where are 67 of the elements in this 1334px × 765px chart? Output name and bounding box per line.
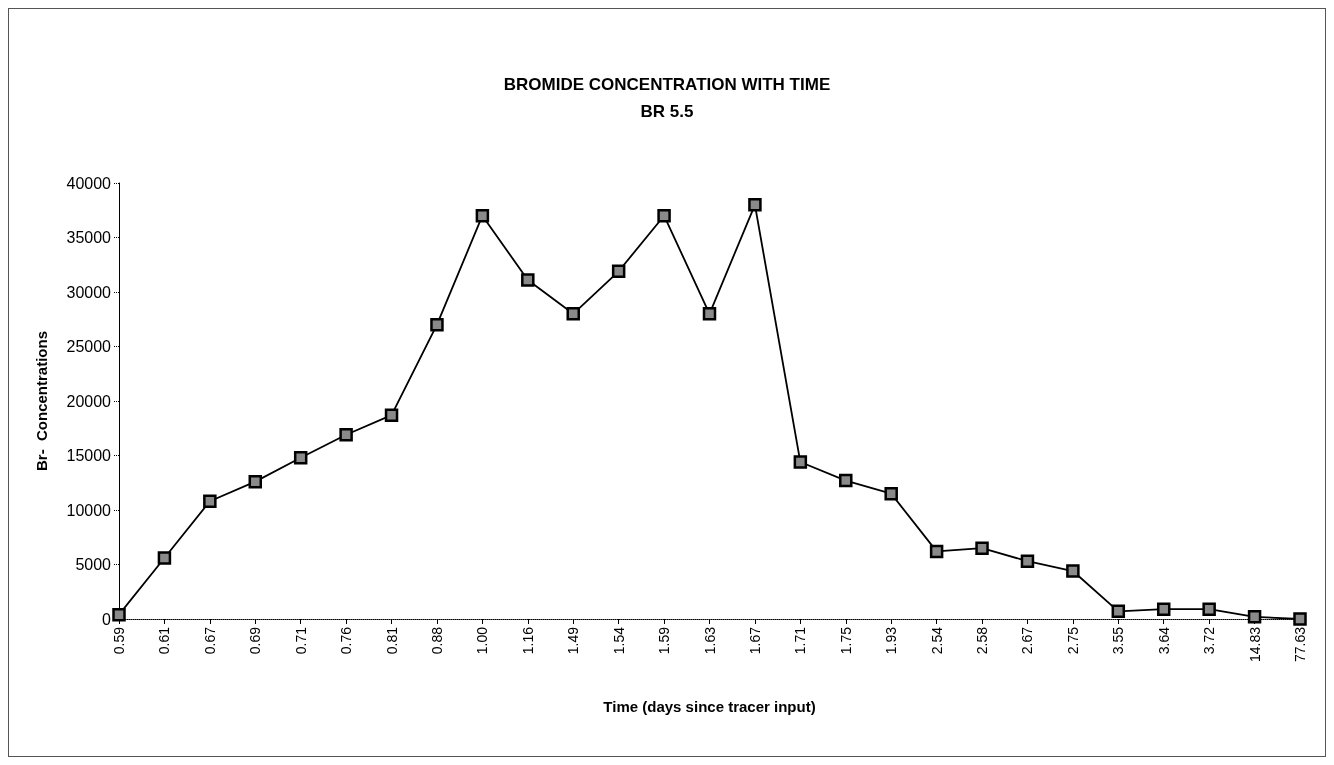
y-tick-label: 10000 (66, 501, 112, 519)
point (112, 607, 126, 622)
point (702, 307, 717, 321)
x-tick-label: 0.61 (156, 626, 173, 655)
x-tick-label: 0.71 (292, 626, 309, 655)
x-tick-label: 0.69 (247, 626, 264, 655)
point (884, 486, 898, 501)
point (203, 494, 217, 509)
x-tick-label: 3.55 (1110, 626, 1127, 655)
point (975, 541, 989, 555)
point (1020, 554, 1035, 568)
y-tick-label: 30000 (66, 283, 112, 301)
y-axis-title: Br- Concentrations (33, 330, 50, 472)
x-tick-label: 1.75 (837, 626, 854, 655)
point (157, 551, 172, 565)
chart-subtitle: BR 5.5 (640, 102, 694, 121)
y-tick-label: 20000 (66, 392, 112, 410)
point (1066, 564, 1080, 578)
point (566, 307, 580, 321)
x-tick-label: 0.81 (383, 626, 400, 655)
x-tick-label: 1.59 (656, 626, 673, 655)
x-axis-title: Time (days since tracer input) (603, 698, 816, 715)
x-tick-label: 1.93 (883, 626, 900, 655)
x-tick-label: 1.54 (610, 626, 627, 655)
point (611, 264, 626, 279)
x-tick-label: 1.00 (474, 626, 491, 655)
x-tick-label: 0.67 (201, 626, 218, 655)
x-tick-label: 14.83 (1246, 626, 1263, 663)
point (248, 474, 263, 489)
x-tick-label: 2.67 (1019, 626, 1036, 655)
point (793, 455, 808, 469)
x-tick-label: 0.88 (428, 626, 445, 655)
x-tick-label: 0.59 (111, 626, 127, 655)
point (929, 544, 944, 559)
y-tick-label: 0 (102, 610, 112, 628)
x-tick-label: 2.54 (928, 626, 945, 655)
point (521, 273, 535, 287)
point (1202, 602, 1216, 616)
x-tick-label: 2.58 (974, 626, 991, 655)
y-tick-label: 5000 (75, 556, 112, 573)
x-tick-label: 3.64 (1155, 626, 1172, 655)
x-tick-label: 1.16 (519, 626, 536, 655)
x-tick-label: 2.75 (1064, 626, 1081, 655)
x-tick-label: 1.49 (565, 626, 582, 655)
point (1111, 604, 1126, 619)
y-tick-label: 15000 (66, 447, 112, 464)
y-tick-label: 25000 (66, 338, 112, 355)
x-tick-label: 77.63 (1292, 626, 1308, 663)
point (339, 428, 353, 442)
point (657, 208, 671, 223)
point (748, 198, 762, 212)
point (475, 208, 490, 223)
x-tick-label: 3.72 (1201, 626, 1218, 655)
x-tick-label: 1.67 (746, 626, 763, 655)
point (384, 408, 399, 422)
x-tick-label: 0.76 (338, 626, 355, 655)
x-tick-label: 1.71 (792, 626, 809, 655)
point (430, 317, 444, 332)
x-tick-label: 1.63 (701, 626, 718, 655)
point (293, 450, 308, 465)
point (1293, 612, 1307, 626)
y-tick-label: 40000 (66, 174, 112, 192)
point (839, 473, 853, 488)
point (1156, 602, 1171, 616)
y-tick-label: 35000 (66, 229, 112, 246)
point (1247, 610, 1262, 624)
chart-title: BROMIDE CONCENTRATION WITH TIME (503, 75, 831, 94)
